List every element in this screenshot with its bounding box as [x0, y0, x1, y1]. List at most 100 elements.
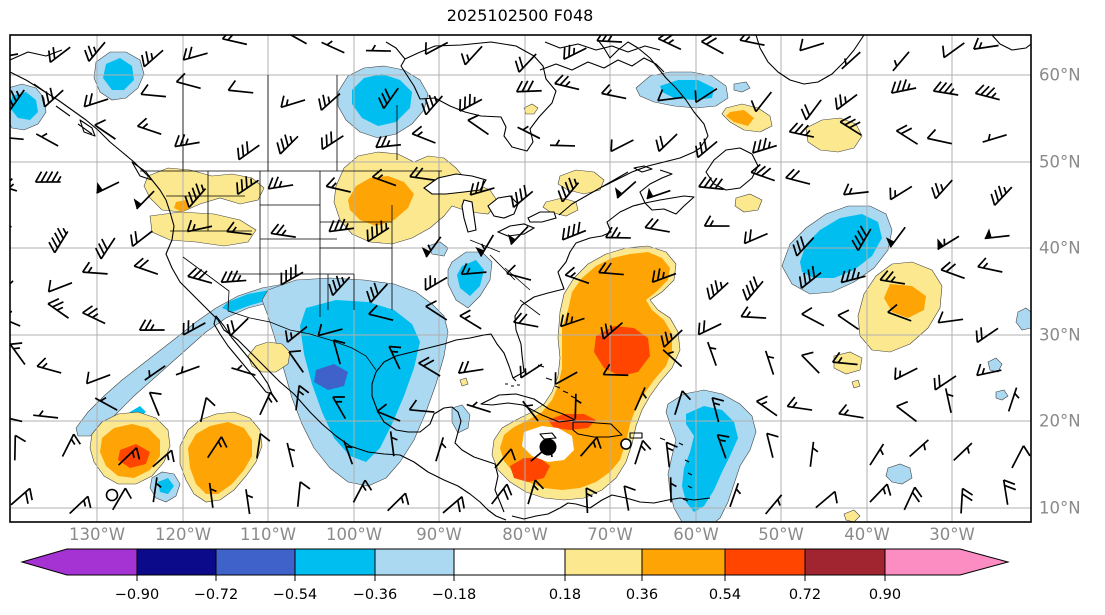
- wind-barb: [175, 72, 201, 90]
- barb-full: [245, 176, 248, 189]
- barb-staff: [585, 488, 589, 514]
- barb-staff: [459, 315, 482, 330]
- barb-full: [596, 437, 602, 449]
- barb-full: [87, 45, 94, 58]
- wind-barb: [94, 119, 116, 140]
- lat-tick-label: 50°N: [1039, 153, 1081, 172]
- barb-full: [879, 270, 889, 281]
- barb-full: [380, 135, 388, 148]
- barb-full: [186, 219, 193, 232]
- barb-full: [705, 37, 717, 45]
- barb-full: [149, 391, 162, 395]
- anomaly-region-n-bc-core: [103, 58, 134, 90]
- anomaly-regions-layer: [10, 51, 1031, 522]
- barb-staff: [1002, 479, 1009, 505]
- wind-barb: [697, 320, 722, 336]
- barb-staff: [1011, 445, 1025, 469]
- barb-staff: [352, 479, 366, 503]
- barb-staff: [140, 93, 167, 98]
- barb-half: [616, 231, 621, 239]
- wind-barb: [729, 482, 742, 508]
- barb-staff: [187, 275, 213, 284]
- barb-staff: [321, 135, 344, 151]
- barb-half: [440, 442, 447, 449]
- barb-full: [605, 226, 613, 238]
- barb-staff: [176, 81, 201, 90]
- barb-half: [210, 488, 217, 493]
- wind-barb: [459, 309, 482, 330]
- barb-full: [901, 79, 907, 92]
- wind-barb: [527, 479, 545, 505]
- barb-full: [138, 259, 150, 269]
- barb-staff: [984, 234, 1010, 240]
- barb-staff: [711, 397, 720, 423]
- barb-full: [48, 241, 56, 254]
- wind-barb: [10, 53, 19, 57]
- barb-staff: [320, 92, 341, 111]
- wind-barb: [655, 133, 678, 152]
- open-circle-marker: [105, 488, 119, 502]
- wind-barb: [85, 371, 111, 385]
- barb-staff: [368, 313, 394, 321]
- barb-half: [345, 445, 353, 449]
- barb-staff: [48, 282, 73, 293]
- wind-barb: [34, 171, 62, 183]
- wind-barb: [184, 183, 207, 208]
- barb-full: [890, 81, 897, 94]
- anomaly-region-davis-sliver: [733, 81, 751, 93]
- barb-full: [740, 306, 749, 318]
- barb-full: [932, 81, 942, 92]
- barb-staff: [644, 226, 670, 233]
- barb-full: [469, 183, 475, 196]
- wind-barb: [136, 117, 162, 136]
- barb-staff: [976, 369, 1002, 377]
- barb-staff: [418, 362, 441, 377]
- wind-barb: [328, 218, 355, 233]
- barb-half: [148, 370, 151, 377]
- barb-full: [900, 127, 913, 135]
- lake-ontario: [527, 211, 557, 223]
- barb-half: [669, 333, 673, 340]
- wind-barb: [366, 282, 389, 304]
- barb-staff: [977, 265, 1003, 273]
- colorbar-segment-pink: [884, 548, 1010, 576]
- barb-staff: [174, 141, 200, 148]
- barb-full: [467, 114, 480, 121]
- barb-staff: [369, 283, 389, 304]
- barb-staff: [796, 236, 815, 257]
- barb-half: [5, 132, 9, 137]
- wind-barb: [409, 166, 435, 181]
- barb-staff: [787, 405, 813, 411]
- barb-pennant: [475, 246, 485, 257]
- barb-staff: [601, 92, 627, 100]
- barb-staff: [857, 228, 872, 251]
- barb-staff: [82, 312, 106, 325]
- barb-full: [47, 50, 52, 63]
- barb-full: [510, 448, 516, 461]
- wind-barb: [764, 494, 783, 515]
- wind-barb: [231, 364, 256, 376]
- lat-tick-label: 20°N: [1039, 412, 1081, 431]
- barb-full: [133, 257, 144, 267]
- barb-staff: [561, 182, 580, 203]
- barb-half: [377, 174, 384, 180]
- barb-staff: [10, 280, 14, 285]
- barb-staff: [491, 483, 508, 505]
- gridlines-layer: [10, 35, 1031, 522]
- wind-barb: [510, 184, 534, 208]
- barb-full: [976, 363, 982, 376]
- barb-full: [236, 147, 240, 160]
- barb-half: [966, 447, 970, 454]
- barb-full: [703, 138, 708, 151]
- barb-staff: [554, 371, 578, 385]
- wind-barb: [602, 363, 629, 377]
- barb-full: [269, 391, 279, 403]
- wind-barb: [368, 304, 394, 321]
- barb-full: [187, 46, 193, 59]
- wind-barb: [798, 265, 822, 289]
- barb-full: [459, 309, 471, 317]
- barb-staff: [836, 93, 858, 111]
- barb-staff: [527, 479, 537, 505]
- wind-barb: [851, 225, 872, 251]
- barb-full: [699, 142, 703, 155]
